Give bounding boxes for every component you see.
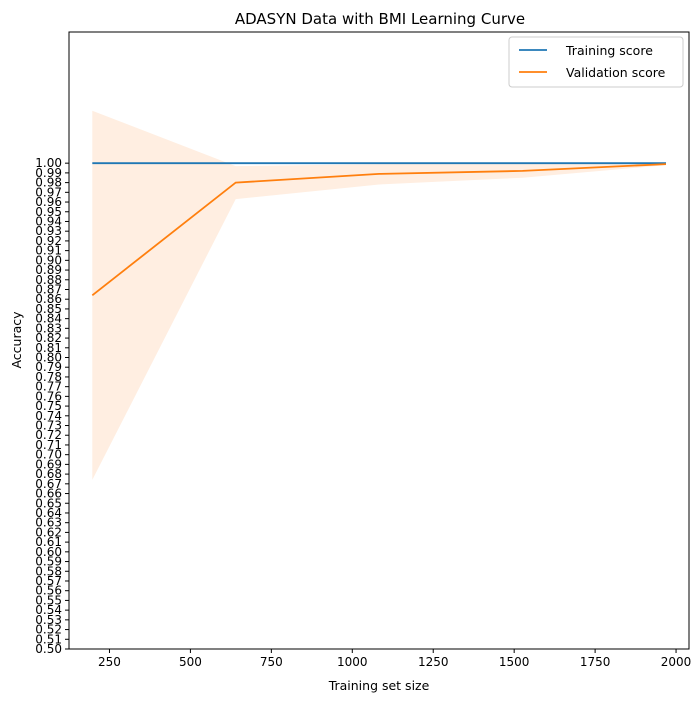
x-tick-label: 1750 (580, 655, 611, 669)
x-axis-title: Training set size (328, 678, 430, 693)
y-axis: 0.500.510.520.530.540.550.560.570.580.59… (35, 156, 69, 656)
validation-score-band (92, 110, 667, 480)
y-tick-label: 0.90 (35, 253, 62, 267)
y-tick-label: 0.85 (35, 302, 62, 316)
y-axis-title: Accuracy (9, 311, 24, 369)
y-tick-label: 0.63 (35, 516, 62, 530)
y-tick-label: 0.55 (35, 593, 62, 607)
y-tick-label: 0.93 (35, 224, 62, 238)
x-tick-label: 750 (260, 655, 283, 669)
y-tick-label: 0.52 (35, 623, 62, 637)
y-tick-label: 0.61 (35, 535, 62, 549)
validation-score-line (91, 163, 667, 297)
plot-frame (68, 31, 690, 650)
y-tick-label: 0.76 (35, 389, 62, 403)
y-tick-label: 0.56 (35, 584, 62, 598)
y-tick-label: 0.80 (35, 351, 62, 365)
y-tick-label: 0.75 (35, 399, 62, 413)
y-tick-label: 0.77 (35, 380, 62, 394)
y-tick-label: 0.70 (35, 448, 62, 462)
y-tick-label: 0.58 (35, 564, 62, 578)
y-tick-label: 0.62 (35, 525, 62, 539)
legend-label-validation-score: Validation score (566, 65, 666, 80)
y-tick-label: 0.97 (35, 185, 62, 199)
y-tick-label: 0.79 (35, 360, 62, 374)
y-tick-label: 1.00 (35, 156, 62, 170)
x-tick-label: 1500 (499, 655, 530, 669)
x-tick-label: 500 (179, 655, 202, 669)
y-tick-label: 0.60 (35, 545, 62, 559)
y-tick-label: 0.81 (35, 341, 62, 355)
y-tick-label: 0.99 (35, 166, 62, 180)
y-tick-label: 0.51 (35, 632, 62, 646)
x-tick-label: 1250 (418, 655, 449, 669)
y-tick-label: 0.84 (35, 312, 62, 326)
y-tick-label: 0.54 (35, 603, 62, 617)
y-tick-label: 0.88 (35, 273, 62, 287)
x-tick-label: 250 (98, 655, 121, 669)
y-tick-label: 0.82 (35, 331, 62, 345)
y-tick-label: 0.72 (35, 428, 62, 442)
x-tick-label: 2000 (661, 655, 692, 669)
y-tick-label: 0.67 (35, 477, 62, 491)
legend: Training score Validation score (508, 36, 684, 88)
y-tick-label: 0.83 (35, 321, 62, 335)
y-tick-label: 0.73 (35, 419, 62, 433)
y-tick-label: 0.91 (35, 244, 62, 258)
y-tick-label: 0.71 (35, 438, 62, 452)
y-tick-label: 0.59 (35, 555, 62, 569)
y-tick-label: 0.86 (35, 292, 62, 306)
y-tick-label: 0.65 (35, 496, 62, 510)
legend-label-training-score: Training score (565, 43, 653, 58)
y-tick-label: 0.96 (35, 195, 62, 209)
y-tick-label: 0.64 (35, 506, 62, 520)
y-tick-label: 0.68 (35, 467, 62, 481)
y-tick-label: 0.66 (35, 487, 62, 501)
chart-title: ADASYN Data with BMI Learning Curve (235, 10, 525, 28)
y-tick-label: 0.98 (35, 176, 62, 190)
y-tick-label: 0.74 (35, 409, 62, 423)
y-tick-label: 0.78 (35, 370, 62, 384)
plot-area (91, 110, 667, 480)
y-tick-label: 0.87 (35, 282, 62, 296)
y-tick-label: 0.57 (35, 574, 62, 588)
y-tick-label: 0.50 (35, 642, 62, 656)
y-tick-label: 0.94 (35, 214, 62, 228)
y-tick-label: 0.95 (35, 205, 62, 219)
legend-box (508, 36, 684, 88)
y-tick-label: 0.92 (35, 234, 62, 248)
x-axis: 250 500 750 1000 1250 1500 1750 2000 (98, 649, 691, 669)
y-tick-label: 0.53 (35, 613, 62, 627)
x-tick-label: 1000 (337, 655, 368, 669)
y-tick-label: 0.89 (35, 263, 62, 277)
y-tick-label: 0.69 (35, 457, 62, 471)
